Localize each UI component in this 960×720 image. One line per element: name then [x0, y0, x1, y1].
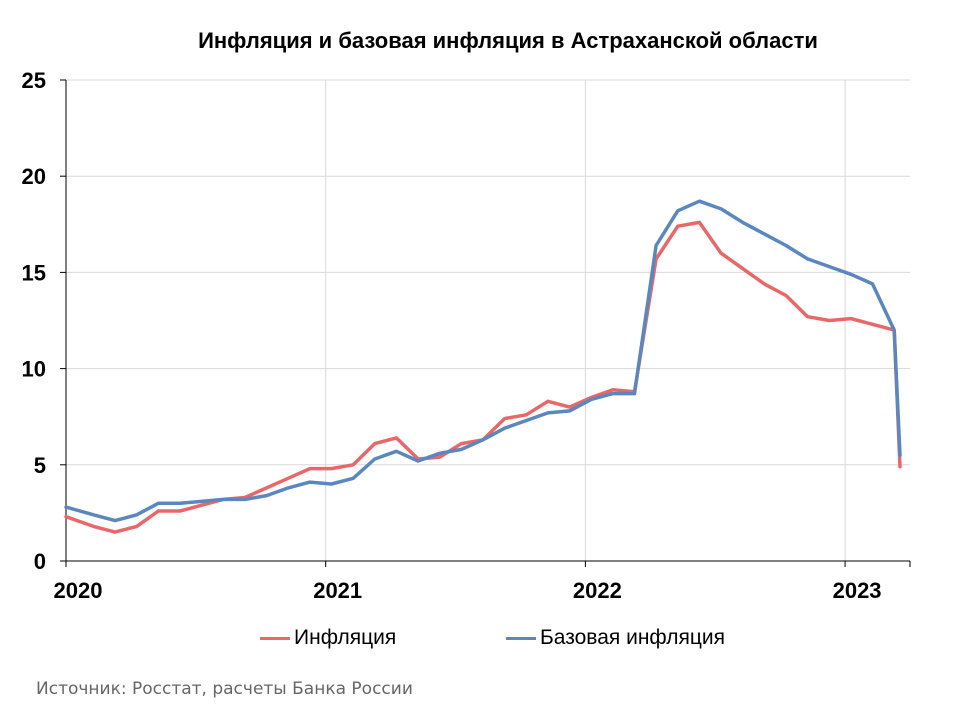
legend-item-inflation: Инфляция	[260, 626, 396, 650]
x-tick-label: 2022	[573, 578, 622, 603]
source-note: Источник: Росстат, расчеты Банка России	[36, 679, 413, 699]
y-tick-label: 20	[22, 164, 46, 189]
grid-lines	[66, 79, 910, 561]
legend-label-inflation: Инфляция	[294, 626, 397, 649]
y-tick-label: 15	[22, 260, 46, 285]
legend-item-core-inflation: Базовая инфляция	[506, 626, 725, 650]
x-tick-labels: 2020 2021 2022 2023	[54, 578, 882, 603]
legend-label-core-inflation: Базовая инфляция	[540, 626, 726, 649]
chart-title: Инфляция и базовая инфляция в Астраханск…	[198, 28, 818, 53]
legend-swatch-inflation	[260, 636, 290, 640]
series-line-core-inflation	[64, 199, 902, 523]
legend: Инфляция Базовая инфляция	[0, 626, 960, 656]
x-tick-label: 2020	[54, 578, 103, 603]
y-tick-label: 10	[22, 357, 46, 382]
y-tick-label: 0	[34, 549, 46, 574]
legend-swatch-core-inflation	[506, 636, 536, 640]
y-tick-label: 5	[34, 453, 46, 478]
series-lines	[64, 199, 902, 534]
y-tick-labels: 0 5 10 15 20 25	[22, 68, 46, 574]
series-line-inflation	[64, 220, 902, 534]
axes	[60, 79, 911, 567]
x-tick-label: 2021	[313, 578, 362, 603]
y-tick-label: 25	[22, 68, 46, 93]
x-tick-label: 2023	[833, 578, 882, 603]
